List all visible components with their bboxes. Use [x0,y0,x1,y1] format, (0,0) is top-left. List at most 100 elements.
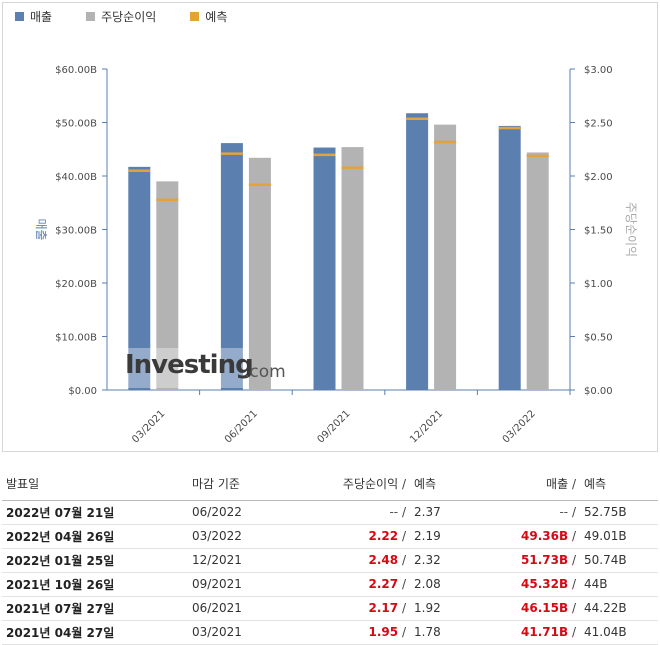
cell-period: 03/2022 [188,524,318,549]
header-revenue-forecast[interactable]: 예측 [580,468,658,501]
bar-chart: $0.00 $10.00B $20.00B $30.00B $40.00B $50.00B… [34,65,638,445]
cell-eps-value: 1.95 [368,625,399,639]
cell-eps-value: 2.48 [368,553,399,567]
cell-date-value: 2021년 04월 27일 [6,625,115,640]
cell-revenue-forecast: 44B [580,572,658,597]
eps-forecast-mark [248,183,271,187]
cell-slash: / [571,529,576,543]
legend-item-forecast[interactable]: 예측 [190,8,227,25]
table-row: 2021년 07월 27일 06/2021 2.17 / 1.92 46.15B / 44… [2,596,658,621]
cell-eps-forecast: 2.37 [410,500,494,525]
cell-date-value: 2021년 10월 26일 [6,577,115,592]
eps-bar [156,181,179,390]
cell-eps: 2.48 / [318,548,410,573]
cell-revenue: 49.36B / [494,524,580,549]
header-eps-forecast[interactable]: 예측 [410,468,494,501]
cell-date: 2022년 01월 25일 [2,548,188,573]
cell-revenue-forecast-value: 44.22B [584,601,627,615]
cell-period: 06/2021 [188,596,318,621]
cell-eps-value: 2.27 [368,577,399,591]
table-row: 2022년 04월 26일 03/2022 2.22 /2.19 49.36B /49… [2,524,658,549]
watermark-suffix: .com [244,362,286,382]
cell-eps-value: 2.17 [368,601,399,615]
cell-eps-forecast-value: 2.32 [414,553,441,567]
legend-item-revenue[interactable]: 매출 [15,8,52,25]
cell-date: 2021년 10월 26일 [2,572,188,597]
x-tick-label: 12/2021 [408,408,445,445]
eps-bar [434,124,457,390]
cell-period: 06/2022 [188,500,318,525]
forecast-swatch [190,11,200,21]
revenue-forecast-mark [128,169,151,172]
chart-legend: 매출 주당순이익 예측 [3,3,657,29]
left-tick-label: $20.00B [55,279,97,290]
legend-label-forecast: 예측 [205,9,228,24]
cell-period-value: 12/2021 [192,553,242,567]
revenue-bar [406,113,429,390]
x-tick-label: 09/2021 [315,408,352,445]
left-tick-label: $60.00B [55,65,97,76]
cell-period-value: 03/2021 [192,625,242,639]
cell-slash: / [401,553,406,567]
cell-eps: 2.22 / [318,524,410,549]
cell-slash: / [571,505,576,519]
cell-date-value: 2021년 07월 27일 [6,601,115,616]
cell-revenue-forecast: 50.74B [580,548,658,573]
cell-eps-forecast-value: 2.19 [414,529,441,543]
right-tick-label: $2.50 [584,119,613,130]
cell-period-value: 09/2021 [192,577,242,591]
cell-revenue-forecast-value: 50.74B [584,553,627,567]
x-tick-label: 06/2021 [223,408,260,445]
table-row: 2022년 07월 21일 06/2022 -- / 2.37 -- / 52.75B [2,500,658,525]
cell-eps-forecast: 2.19 [410,524,494,549]
header-revenue-label: 매출 [546,477,569,492]
cell-eps: -- / [318,500,410,525]
cell-revenue: 46.15B / [494,596,580,621]
cell-eps-forecast-value: 1.78 [414,625,441,639]
revenue-bar [498,125,521,390]
watermark-background [121,348,243,388]
cell-slash: / [571,601,576,615]
table-header-row: 발표일 마감 기준 주당순이익 / 예측 매출 / 예측 [2,468,658,501]
revenue-bar [313,147,336,390]
investing-watermark: Investing .com [121,348,286,388]
header-eps-label: 주당순이익 [342,477,399,492]
cell-date: 2022년 04월 26일 [2,524,188,549]
cell-revenue-value: 49.36B [521,529,569,543]
legend-label-revenue: 매출 [30,9,53,24]
left-tick-label: $10.00B [55,333,97,344]
header-period[interactable]: 마감 기준 [188,468,318,501]
cell-revenue-forecast: 41.04B [580,620,658,645]
header-date[interactable]: 발표일 [2,468,188,501]
legend-item-eps[interactable]: 주당순이익 [86,8,156,25]
cell-date-value: 2022년 04월 26일 [6,529,115,544]
cell-slash: / [401,577,406,591]
eps-bar [526,152,549,390]
x-tick-label: 03/2022 [501,408,538,445]
right-tick-label: $3.00 [584,65,613,76]
header-revenue[interactable]: 매출 / [494,468,580,501]
cell-revenue-value: 51.73B [521,553,569,567]
cell-eps: 2.27 / [318,572,410,597]
header-eps-slash: / [401,477,406,492]
cell-period: 12/2021 [188,548,318,573]
left-tick-label: $40.00B [55,172,97,183]
cell-slash: / [571,577,576,591]
watermark-brand: Investing [125,350,254,380]
eps-bar [341,147,364,390]
left-axis-title: 매출 [34,218,48,240]
earnings-table: 발표일 마감 기준 주당순이익 / 예측 매출 / 예측 2022년 07월 2… [2,468,658,645]
cell-revenue: -- / [494,500,580,525]
right-tick-label: $2.00 [584,172,613,183]
cell-period: 09/2021 [188,572,318,597]
cell-slash: / [401,625,406,639]
cell-slash: / [401,529,406,543]
table-row: 2021년 10월 26일 09/2021 2.27 / 2.08 45.32B / 44… [2,572,658,597]
cell-eps-forecast: 1.92 [410,596,494,621]
header-eps[interactable]: 주당순이익 / [318,468,410,501]
cell-eps-forecast-value: 2.37 [414,505,441,519]
cell-revenue-forecast-value: 41.04B [584,625,627,639]
eps-bar [248,157,271,390]
cell-revenue-value: 46.15B [521,601,569,615]
cell-revenue-forecast: 44.22B [580,596,658,621]
